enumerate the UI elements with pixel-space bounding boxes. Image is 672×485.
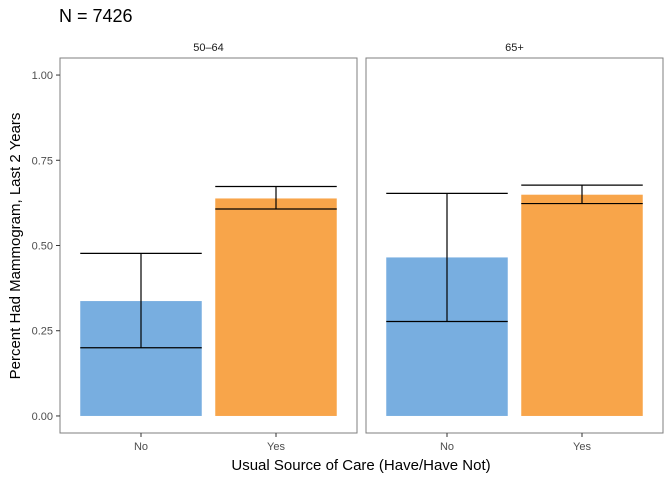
facet-panel: 65+ No Yes [365, 42, 664, 453]
panels: 50–64 No Yes 65+ No Yes [59, 42, 664, 453]
y-tick-label: 0.50 [32, 241, 53, 253]
facet-panel: 50–64 No Yes [59, 42, 358, 453]
x-axis-title: Usual Source of Care (Have/Have Not) [231, 457, 490, 474]
bar-yes [215, 198, 337, 416]
facet-label: 65+ [505, 42, 524, 54]
y-axis: 0.00 0.25 0.50 0.75 1.00 [32, 70, 60, 423]
x-tick-label: No [134, 441, 148, 453]
y-tick-label: 0.25 [32, 326, 53, 338]
facet-label: 50–64 [193, 42, 224, 54]
bar-yes [521, 194, 643, 416]
y-tick-label: 1.00 [32, 70, 53, 82]
panel-border [365, 57, 664, 434]
y-tick-label: 0.75 [32, 155, 53, 167]
y-tick-label: 0.00 [32, 411, 53, 423]
x-tick-label: Yes [267, 441, 285, 453]
y-axis-title: Percent Had Mammogram, Last 2 Years [7, 113, 24, 380]
chart-title: N = 7426 [59, 6, 133, 26]
x-tick-label: Yes [573, 441, 591, 453]
x-tick-label: No [440, 441, 454, 453]
